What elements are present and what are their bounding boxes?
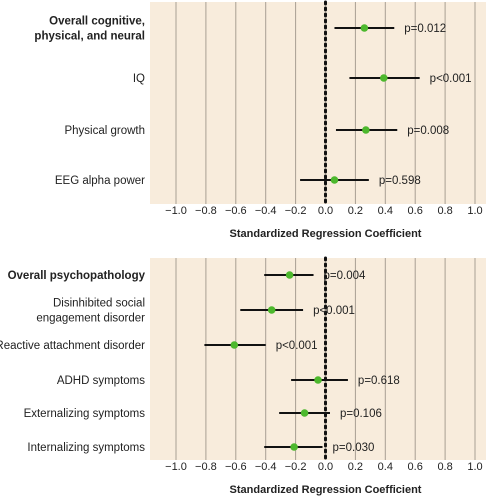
x-tick-label: 1.0 [467, 205, 482, 217]
panel-1: −1.0 −0.8 −0.6 −0.4 −0.2 0.0 0.2 0.4 0.6 0.8 1.0 St… [34, 0, 486, 240]
row-label-line: ADHD symptoms [57, 375, 145, 387]
estimate-point [362, 126, 370, 134]
estimate-point [380, 74, 388, 82]
x-tick-label: −0.2 [285, 205, 307, 217]
x-tick-label: 0.4 [378, 461, 393, 473]
row-label-line: Overall psychopathology [8, 270, 146, 282]
x-tick-label: 0.6 [408, 461, 423, 473]
row-label: Externalizing symptoms [24, 408, 146, 420]
x-tick-label: −1.0 [165, 205, 187, 217]
row-label-line: Disinhibited social [53, 298, 145, 310]
estimate-point [314, 376, 322, 384]
row-label-line: Overall cognitive, [49, 16, 145, 28]
row-label: Internalizing symptoms [27, 442, 145, 454]
x-tick-label: 0.6 [408, 205, 423, 217]
row-label: Overall psychopathology [8, 270, 146, 282]
x-tick-label: −0.8 [195, 205, 217, 217]
x-tick-label: 0.4 [378, 205, 393, 217]
x-tick-label: −1.0 [165, 461, 187, 473]
x-tick-label: −0.8 [195, 461, 217, 473]
row-label-line: Externalizing symptoms [24, 408, 146, 420]
panel-2: −1.0 −0.8 −0.6 −0.4 −0.2 0.0 0.2 0.4 0.6 0.8 1.0 St… [0, 256, 486, 496]
x-tick-label: 0.2 [348, 461, 363, 473]
p-value-label: p=0.012 [404, 23, 446, 35]
x-tick-label: 0.0 [318, 205, 333, 217]
x-tick-label: 1.0 [467, 461, 482, 473]
p-value-label: p<0.001 [430, 73, 472, 85]
estimate-point [285, 271, 294, 279]
x-tick-label: −0.2 [285, 461, 307, 473]
estimate-point [360, 24, 369, 32]
row-label: Reactive attachment disorder [0, 340, 145, 352]
estimate-point [267, 306, 276, 314]
row-label-line: EEG alpha power [55, 175, 145, 187]
row-label-line: Internalizing symptoms [27, 442, 145, 454]
row-label: Disinhibited social engagement disorder [36, 298, 145, 325]
x-tick-label: 0.8 [437, 205, 452, 217]
p-value-label: p=0.030 [333, 442, 375, 454]
p-value-label: p<0.001 [276, 340, 318, 352]
x-tick-label: −0.4 [255, 205, 277, 217]
x-tick-label: −0.4 [255, 461, 277, 473]
x-axis-title: Standardized Regression Coefficient [230, 484, 422, 496]
row-label: ADHD symptoms [57, 375, 145, 387]
row-label-line: IQ [133, 73, 145, 85]
row-label: Overall cognitive, physical, and neural [34, 16, 145, 43]
row-label-line: Reactive attachment disorder [0, 340, 145, 352]
row-label: EEG alpha power [55, 175, 145, 187]
x-tick-label: 0.8 [437, 461, 452, 473]
x-axis-title: Standardized Regression Coefficient [230, 228, 422, 240]
row-label: Physical growth [64, 125, 145, 137]
p-value-label: p=0.598 [379, 175, 421, 187]
row-label-line: engagement disorder [36, 313, 145, 325]
x-tick-label: 0.0 [318, 461, 333, 473]
p-value-label: p<0.001 [313, 305, 355, 317]
plot-background [150, 258, 486, 460]
x-tick-label: −0.6 [225, 461, 247, 473]
x-tick-label: −0.6 [225, 205, 247, 217]
row-label-line: physical, and neural [34, 31, 145, 43]
p-value-label: p=0.106 [340, 408, 382, 420]
estimate-point [230, 341, 239, 349]
estimate-point [330, 176, 339, 184]
p-value-label: p=0.004 [324, 270, 366, 282]
row-label-line: Physical growth [64, 125, 145, 137]
estimate-point [290, 443, 298, 451]
p-value-label: p=0.008 [407, 125, 449, 137]
p-value-label: p=0.618 [358, 375, 400, 387]
row-label: IQ [133, 73, 145, 85]
estimate-point [300, 409, 309, 417]
x-tick-label: 0.2 [348, 205, 363, 217]
